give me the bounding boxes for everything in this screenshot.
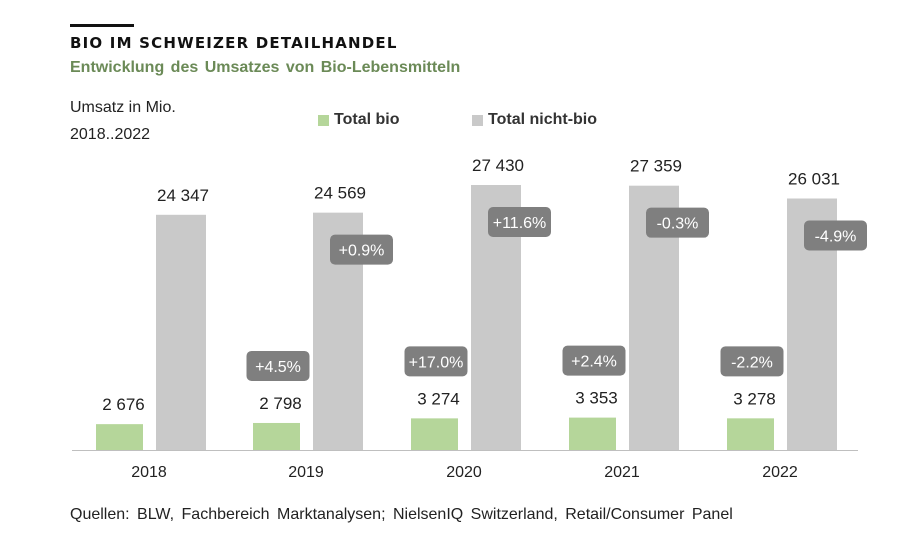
bar-bio-2018 <box>96 424 143 450</box>
bar-bio-2020 <box>411 418 458 450</box>
x-tick-label-2020: 2020 <box>446 464 482 481</box>
data-label-non-bio-2020: 27 430 <box>472 156 524 175</box>
legend-label-bio: Total bio <box>334 111 400 128</box>
change-label-non-bio-2021: -0.3% <box>657 216 699 233</box>
change-label-bio-2021: +2.4% <box>571 354 617 371</box>
bar-non-bio-2018 <box>156 214 206 450</box>
legend-item-non-bio: Total nicht-bio <box>472 111 597 129</box>
source-note: Quellen: BLW, Fachbereich Marktanalysen;… <box>70 506 733 523</box>
data-label-non-bio-2018: 24 347 <box>157 186 209 205</box>
data-label-bio-2019: 2 798 <box>259 394 302 413</box>
data-label-bio-2022: 3 278 <box>733 389 776 408</box>
change-badge-non-bio-2019 <box>330 234 393 265</box>
legend-swatch-non-bio <box>472 114 483 126</box>
change-badge-bio-2020 <box>404 346 468 377</box>
change-label-bio-2020: +17.0% <box>409 354 464 371</box>
change-badge-bio-2019 <box>246 350 310 381</box>
change-label-bio-2022: -2.2% <box>731 354 773 371</box>
change-label-non-bio-2022: -4.9% <box>815 229 857 246</box>
chart-subtitle: Entwicklung des Umsatzes von Bio-Lebensm… <box>70 59 461 76</box>
title-rule <box>70 24 134 27</box>
change-label-non-bio-2019: +0.9% <box>339 243 385 260</box>
legend-swatch-bio <box>318 114 329 126</box>
bar-bio-2019 <box>253 422 300 450</box>
data-label-bio-2021: 3 353 <box>575 389 618 408</box>
bar-bio-2021 <box>569 417 616 450</box>
change-badge-non-bio-2022 <box>804 220 867 251</box>
data-label-non-bio-2019: 24 569 <box>314 184 366 203</box>
x-tick-label-2021: 2021 <box>604 464 640 481</box>
unit-label: Umsatz in Mio. <box>70 99 176 116</box>
change-label-bio-2019: +4.5% <box>255 359 301 376</box>
change-label-non-bio-2020: +11.6% <box>493 215 547 232</box>
change-badge-bio-2021 <box>562 345 626 376</box>
data-label-bio-2018: 2 676 <box>102 395 145 414</box>
chart-title: BIO IM SCHWEIZER DETAILHANDEL <box>70 34 398 52</box>
x-tick-label-2022: 2022 <box>762 464 798 481</box>
change-badge-non-bio-2020 <box>488 207 551 237</box>
legend-item-bio: Total bio <box>318 111 399 129</box>
bar-bio-2022 <box>727 418 774 450</box>
period-label: 2018..2022 <box>70 126 151 143</box>
legend-label-non-bio: Total nicht-bio <box>488 111 598 128</box>
x-tick-label-2019: 2019 <box>288 464 324 481</box>
change-badge-bio-2022 <box>720 346 784 377</box>
data-label-bio-2020: 3 274 <box>417 389 460 408</box>
data-label-non-bio-2022: 26 031 <box>788 170 840 189</box>
x-tick-label-2018: 2018 <box>131 464 167 481</box>
change-badge-non-bio-2021 <box>646 207 709 238</box>
data-label-non-bio-2021: 27 359 <box>630 157 682 176</box>
